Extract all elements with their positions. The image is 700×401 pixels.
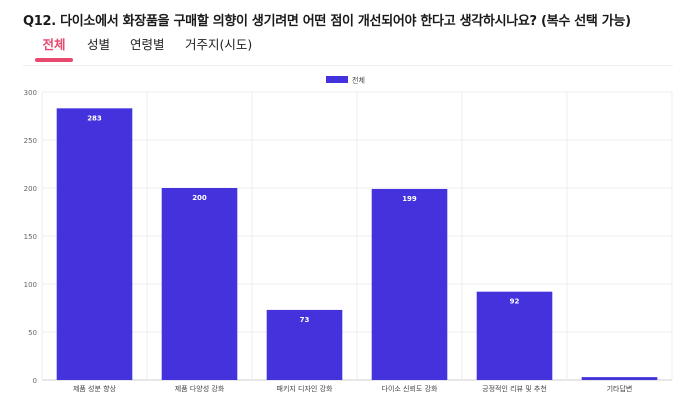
y-tick-label: 100: [24, 281, 37, 289]
y-tick-label: 0: [33, 377, 37, 385]
bar-data-label: 283: [87, 114, 102, 122]
question-title: Q12. 다이소에서 화장품을 구매할 의향이 생기려면 어떤 점이 개선되어야…: [23, 14, 631, 29]
y-tick-label: 150: [24, 233, 37, 241]
tab-age[interactable]: 연령별: [130, 34, 165, 62]
bar-data-label: 92: [510, 298, 520, 306]
y-tick-label: 300: [24, 89, 37, 97]
tab-region[interactable]: 거주지(시도): [185, 34, 252, 62]
category-label: 기타답변: [607, 384, 633, 393]
y-tick-label: 50: [28, 329, 37, 337]
category-label: 다이소 신뢰도 강화: [382, 384, 439, 393]
tab-all-label: 전체: [42, 37, 66, 52]
active-tab-underline: [35, 58, 73, 62]
bar: [581, 377, 658, 380]
y-tick-label: 200: [24, 185, 37, 193]
bar-chart: 0 50 100 150 200 250 300 전체 283 제품 성분 향상 200 제품 다양성…: [24, 76, 673, 393]
category-label: 제품 다양성 강화: [175, 384, 225, 393]
bar: [476, 291, 553, 380]
category-label: 긍정적인 리뷰 및 추천: [482, 384, 547, 393]
category-label: 제품 성분 향상: [73, 384, 117, 393]
tab-gender[interactable]: 성별: [87, 34, 110, 62]
bar-data-label: 199: [402, 195, 417, 203]
legend-swatch: [326, 76, 348, 83]
bar: [56, 108, 133, 380]
category-label: 패키지 디자인 강화: [277, 384, 334, 393]
bar: [371, 188, 448, 380]
bar: [266, 309, 343, 380]
bar-data-label: 73: [300, 316, 310, 324]
y-tick-label: 250: [24, 137, 37, 145]
bar: [161, 188, 238, 380]
tabs-divider: [23, 65, 673, 66]
bar-data-label: 200: [192, 194, 207, 202]
tab-all[interactable]: 전체: [35, 34, 73, 62]
tab-bar: 전체 성별 연령별 거주지(시도): [23, 34, 678, 66]
legend-label: 전체: [352, 76, 365, 85]
tab-age-label: 연령별: [130, 37, 165, 52]
tab-region-label: 거주지(시도): [185, 37, 253, 52]
tab-gender-label: 성별: [87, 37, 111, 52]
